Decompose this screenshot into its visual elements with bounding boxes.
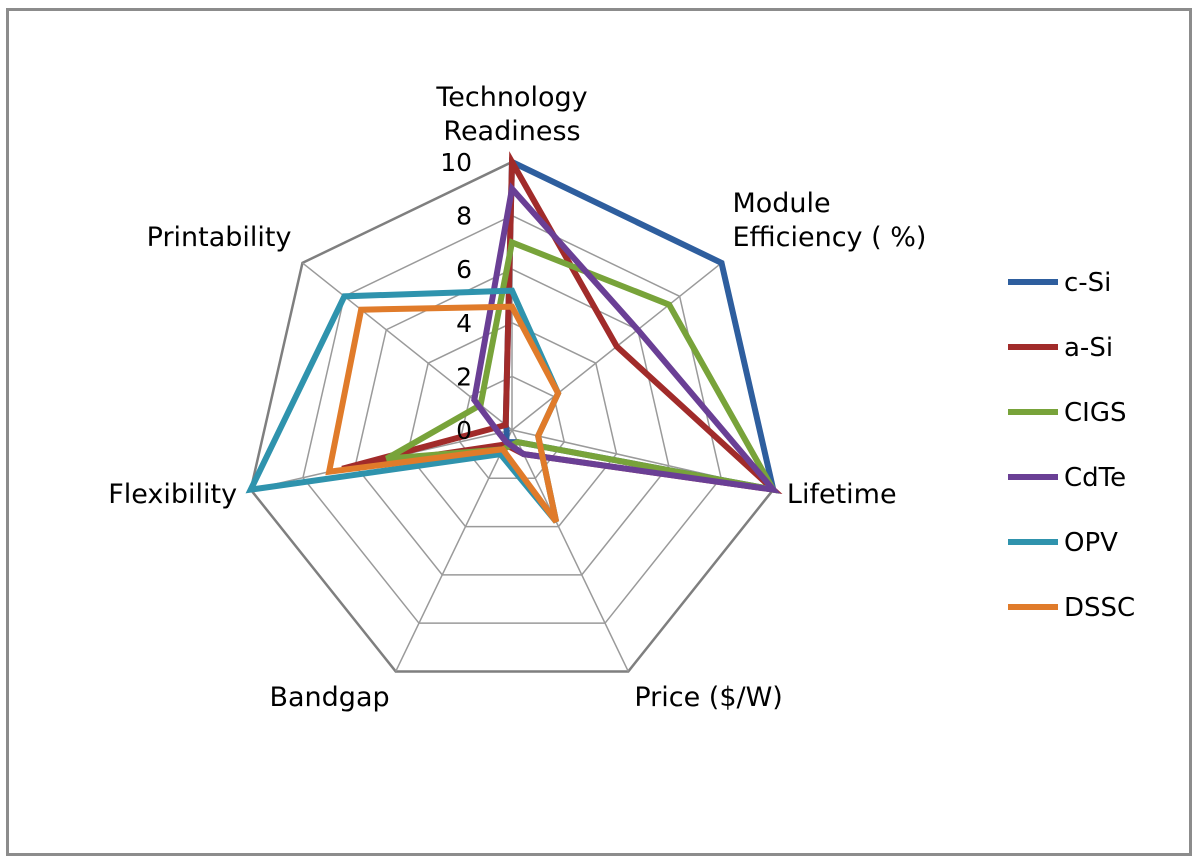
axis-labels: Technology Readiness Module Efficiency ( %)…: [108, 82, 926, 713]
grid-ring: [302, 214, 722, 624]
axis-label: Lifetime: [787, 479, 897, 510]
axis-label: Module Efficiency ( %): [732, 188, 926, 253]
axis-spoke: [395, 429, 513, 672]
tick-label: 8: [456, 202, 472, 231]
axis-label: Flexibility: [108, 479, 237, 510]
tick-label: 6: [456, 255, 472, 284]
legend-label: CdTe: [1064, 463, 1126, 493]
grid-ring: [354, 268, 670, 576]
radial-tick-labels: 0 2 4 6 8 10: [440, 148, 472, 445]
series-line-dssc: [325, 303, 562, 524]
legend-label: a-Si: [1064, 333, 1113, 363]
series-line-cdte: [471, 182, 781, 494]
axis-label: Bandgap: [269, 682, 389, 713]
legend-label: CIGS: [1064, 398, 1126, 428]
radar-series: [245, 151, 783, 524]
legend-label: c-Si: [1064, 268, 1111, 298]
tick-label: 2: [456, 362, 472, 391]
axis-label: Printability: [147, 222, 292, 253]
grid-ring: [406, 321, 618, 528]
axis-label: Price ($/W): [634, 682, 783, 713]
tick-label: 0: [456, 416, 472, 445]
legend-label: DSSC: [1064, 593, 1135, 623]
axis-spoke: [511, 429, 629, 672]
tick-label: 10: [440, 148, 472, 177]
legend: c-Si a-Si CIGS CdTe OPV DSSC: [1008, 268, 1135, 623]
chart-frame: [6, 8, 1192, 856]
legend-label: OPV: [1064, 528, 1118, 558]
axis-label: Technology Readiness: [435, 82, 587, 147]
tick-label: 4: [456, 309, 472, 338]
